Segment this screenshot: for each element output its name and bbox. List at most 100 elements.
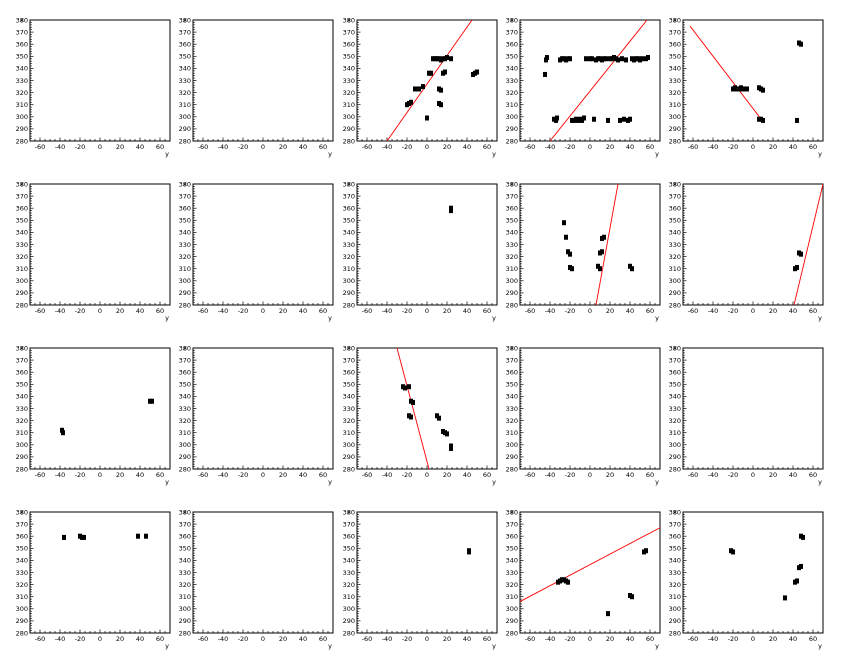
y-tick-label: 370 [179,520,191,528]
y-tick-label: 380 [343,180,355,188]
x-tick-label: 40 [626,307,634,315]
panel-7: -60 -40 -20 0 20 40 60 280 290 300 310 320 330 340 350… [179,180,334,322]
y-tick-label: 320 [16,581,28,589]
y-tick-label: 330 [669,77,681,85]
x-tick-label: -20 [402,471,413,479]
data-point [622,116,626,122]
data-point [568,56,572,62]
y-tick-label: 300 [179,113,191,121]
x-tick-label: 40 [626,635,634,643]
fit-line [386,20,473,141]
y-tick-label: 370 [669,520,681,528]
y-tick-label: 290 [16,453,28,461]
panel-data [562,184,634,305]
panel-frame [192,183,334,306]
y-tick-label: 340 [506,229,518,237]
x-tick-label: -40 [218,307,229,315]
y-axis-title: x [183,180,187,188]
data-point [799,251,803,257]
y-tick-label: 340 [16,65,28,73]
y-tick-label: 310 [669,429,681,437]
y-tick-label: 300 [16,605,28,613]
y-tick-label: 280 [179,137,191,145]
data-point [562,220,566,226]
y-tick-label: 360 [669,369,681,377]
x-tick-label: -20 [402,307,413,315]
x-tick-label: 60 [483,635,491,643]
x-tick-label: -40 [382,143,393,151]
x-tick-label: 0 [588,471,592,479]
y-tick-label: 360 [343,369,355,377]
x-tick-label: 0 [261,143,265,151]
y-tick-label: 280 [179,301,191,309]
y-tick-label: 380 [669,180,681,188]
y-tick-label: 320 [506,417,518,425]
y-tick-label: 330 [179,405,191,413]
data-point [449,56,453,62]
y-tick-label: 350 [179,381,191,389]
x-tick-label: -40 [708,143,719,151]
y-axis-title: x [20,344,24,352]
y-tick-label: 340 [179,393,191,401]
y-tick-label: 290 [343,617,355,625]
data-point [62,534,66,540]
y-axis-title: x [20,508,24,516]
x-tick-label: 20 [606,471,614,479]
x-tick-label: -60 [35,471,46,479]
x-tick-label: 60 [646,143,654,151]
y-tick-label: 340 [16,393,28,401]
x-tick-label: -40 [382,635,393,643]
y-tick-label: 300 [506,441,518,449]
y-tick-label: 380 [179,508,191,516]
x-tick-label: 20 [443,471,451,479]
y-tick-label: 330 [506,405,518,413]
x-axis-title: y [328,642,332,650]
x-tick-label: 0 [425,143,429,151]
x-axis-title: y [328,150,332,158]
x-tick-label: -40 [545,635,556,643]
x-tick-label: 60 [646,471,654,479]
x-tick-label: -40 [55,307,66,315]
y-tick-label: 310 [343,593,355,601]
panel-16: -60 -40 -20 0 20 40 60 280 290 300 310 320 330 340 350… [16,508,171,650]
data-point [545,55,549,61]
y-axis-title: x [183,508,187,516]
y-tick-label: 380 [343,508,355,516]
y-tick-label: 370 [343,356,355,364]
x-tick-label: 0 [751,635,755,643]
y-tick-label: 370 [343,520,355,528]
data-point [566,579,570,585]
y-tick-label: 310 [506,265,518,273]
x-tick-label: -40 [545,143,556,151]
data-point [439,87,443,93]
y-tick-label: 320 [343,581,355,589]
data-point [644,548,648,554]
y-tick-label: 330 [669,405,681,413]
x-tick-label: 20 [769,635,777,643]
data-point [795,578,799,584]
x-tick-label: 20 [606,143,614,151]
y-tick-label: 310 [669,101,681,109]
panel-frame [29,511,171,634]
y-tick-label: 370 [506,520,518,528]
x-tick-label: 40 [299,143,307,151]
panel-data [62,533,148,540]
x-tick-label: 40 [463,307,471,315]
panel-frame [356,511,498,634]
y-tick-label: 320 [179,581,191,589]
y-axis-title: x [510,16,514,24]
x-axis-title: y [818,478,822,486]
y-axis-title: x [347,16,351,24]
y-tick-label: 380 [16,344,28,352]
y-tick-label: 320 [179,89,191,97]
data-point [409,99,413,105]
y-tick-label: 280 [343,465,355,473]
x-tick-label: 0 [261,471,265,479]
y-tick-label: 350 [16,545,28,553]
y-tick-label: 320 [343,253,355,261]
y-tick-label: 280 [669,301,681,309]
y-axis-title: x [347,344,351,352]
panel-frame [29,347,171,470]
x-tick-label: 60 [483,471,491,479]
data-point [761,87,765,93]
